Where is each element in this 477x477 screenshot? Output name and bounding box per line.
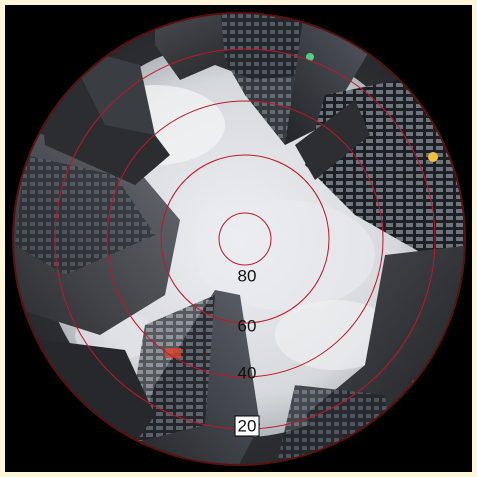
elevation-label-20: 20 — [234, 415, 260, 437]
ring-40 — [106, 100, 384, 378]
elevation-label-80: 80 — [237, 266, 257, 286]
fisheye-photo-frame: 80 60 40 20 — [5, 5, 472, 472]
elevation-label-40: 40 — [237, 363, 257, 383]
lens-edge-ring — [12, 12, 466, 466]
ring-60 — [160, 154, 330, 324]
ring-80 — [218, 212, 272, 266]
fisheye-sky-photo — [5, 5, 472, 472]
elevation-label-60: 60 — [237, 316, 257, 336]
